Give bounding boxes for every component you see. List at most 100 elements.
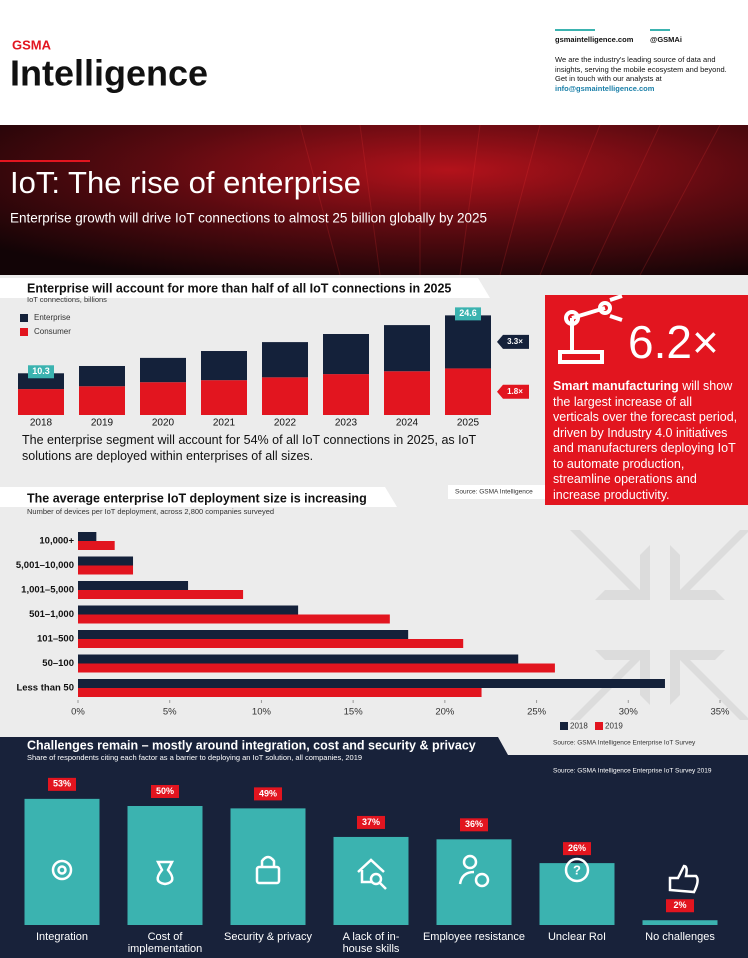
x-tick-label: Integration: [36, 931, 88, 943]
total-badge: [28, 365, 54, 379]
value-label: 50%: [156, 786, 174, 796]
bar: [78, 605, 299, 615]
bar-segment: [262, 342, 308, 378]
x-tick-label: 2024: [396, 418, 419, 429]
title-tab: [0, 278, 490, 298]
x-tick-label: 2021: [213, 418, 236, 429]
bar-segment: [323, 374, 369, 415]
bar: [78, 614, 390, 624]
value-label: 36%: [465, 819, 483, 829]
bar: [78, 590, 244, 599]
legend-label: 2019: [605, 722, 623, 731]
value-label: 26%: [568, 843, 586, 853]
hero-title: IoT: The rise of enterprise: [10, 165, 361, 200]
chart-title: Challenges remain – mostly around integr…: [27, 738, 476, 752]
total-label: 24.6: [459, 308, 477, 318]
source: Source: GSMA Intelligence: [455, 489, 533, 496]
x-tick-label: 2020: [152, 418, 175, 429]
x-tick-label: 2018: [30, 418, 53, 429]
growth-tag: [497, 384, 529, 399]
contact-text: Get in touch with our analysts at: [555, 74, 662, 83]
chart-subtitle: Share of respondents citing each factor …: [27, 753, 362, 762]
x-tick-label: No challenges: [645, 931, 715, 943]
accent: [650, 29, 670, 31]
value-badge: [357, 815, 385, 829]
bar: [78, 541, 115, 550]
value-badge: [563, 842, 591, 856]
callout-text: Smart manufacturing will show the larges…: [553, 379, 741, 503]
hero-subtitle: Enterprise growth will drive IoT connect…: [10, 211, 487, 226]
total-badge: [455, 307, 481, 321]
y-tick-label: 5,001–10,000: [16, 560, 74, 571]
source-bg: [448, 485, 545, 499]
y-tick-label: 10,000+: [39, 536, 74, 547]
email: info@gsmaintelligence.com: [555, 83, 655, 93]
callout-bg: [545, 295, 748, 505]
logo: Intelligence: [10, 53, 208, 94]
x-tick-label: 20%: [435, 707, 455, 718]
value-label: 49%: [259, 788, 277, 798]
legend-swatch: [560, 722, 568, 730]
growth-label: 3.3×: [507, 337, 523, 346]
x-tick-label: 15%: [344, 707, 364, 718]
chart-subtitle: IoT connections, billions: [27, 295, 107, 304]
about-text: We are the industry's leading source of …: [555, 55, 727, 74]
bar: [230, 808, 306, 925]
source: Source: GSMA Intelligence Enterprise IoT…: [553, 740, 696, 747]
bar: [78, 581, 189, 590]
legend-swatch: [595, 722, 603, 730]
robot-icon: [558, 294, 623, 364]
callout-body: will show the largest increase of all ve…: [553, 379, 738, 502]
bar: [78, 630, 409, 639]
hero-texture: [299, 124, 721, 276]
value-badge: [254, 787, 282, 801]
growth-label: 1.8×: [507, 387, 523, 396]
bar: [78, 663, 555, 673]
value-label: 2%: [673, 900, 686, 910]
bar-segment: [79, 386, 125, 415]
header-bg: [0, 0, 748, 125]
x-tick-label: A lack of in-house skills: [342, 931, 400, 955]
total-label: 10.3: [32, 366, 50, 376]
legend-swatch: [20, 314, 28, 322]
value-badge: [48, 777, 76, 791]
chart-note: The enterprise segment will account for …: [22, 433, 476, 463]
chart-subtitle: Number of devices per IoT deployment, ac…: [27, 507, 274, 516]
bar-segment: [140, 357, 186, 383]
title-tab: [0, 487, 397, 507]
handle: @GSMAi: [650, 35, 682, 44]
y-tick-label: 501–1,000: [29, 609, 74, 620]
bar-segment: [323, 334, 369, 375]
accent: [555, 29, 595, 31]
x-tick-label: 2019: [91, 418, 114, 429]
bar: [78, 556, 134, 566]
callout-figure: 6.2×: [628, 316, 719, 368]
value-badge: [151, 785, 179, 798]
callout-highlight: Smart manufacturing: [553, 379, 679, 393]
x-tick-label: 10%: [252, 707, 272, 718]
y-tick-label: Less than 50: [16, 683, 74, 694]
x-tick-label: 25%: [527, 707, 547, 718]
x-tick-label: 0%: [71, 707, 85, 718]
x-tick-label: 5%: [163, 707, 177, 718]
bar: [78, 679, 665, 688]
bar: [78, 688, 482, 697]
bar: [127, 806, 203, 925]
value-label: 37%: [362, 817, 380, 827]
about: We are the industry's leading source of …: [555, 55, 735, 93]
bar-segment: [79, 365, 125, 387]
hero-bg: [0, 125, 748, 275]
source: Source: GSMA Intelligence Enterprise IoT…: [553, 768, 712, 775]
legend-label: Enterprise: [34, 313, 71, 322]
bar: [539, 863, 615, 925]
website: gsmaintelligence.com: [555, 35, 634, 44]
bar-segment: [262, 377, 308, 415]
x-tick-label: 2022: [274, 418, 297, 429]
x-tick-label: Cost of implementation: [127, 931, 203, 955]
bar: [78, 639, 464, 648]
accent: [0, 160, 90, 162]
x-tick-label: Security & privacy: [223, 931, 313, 943]
x-tick-label: Unclear RoI: [547, 931, 607, 943]
bar: [78, 654, 519, 664]
